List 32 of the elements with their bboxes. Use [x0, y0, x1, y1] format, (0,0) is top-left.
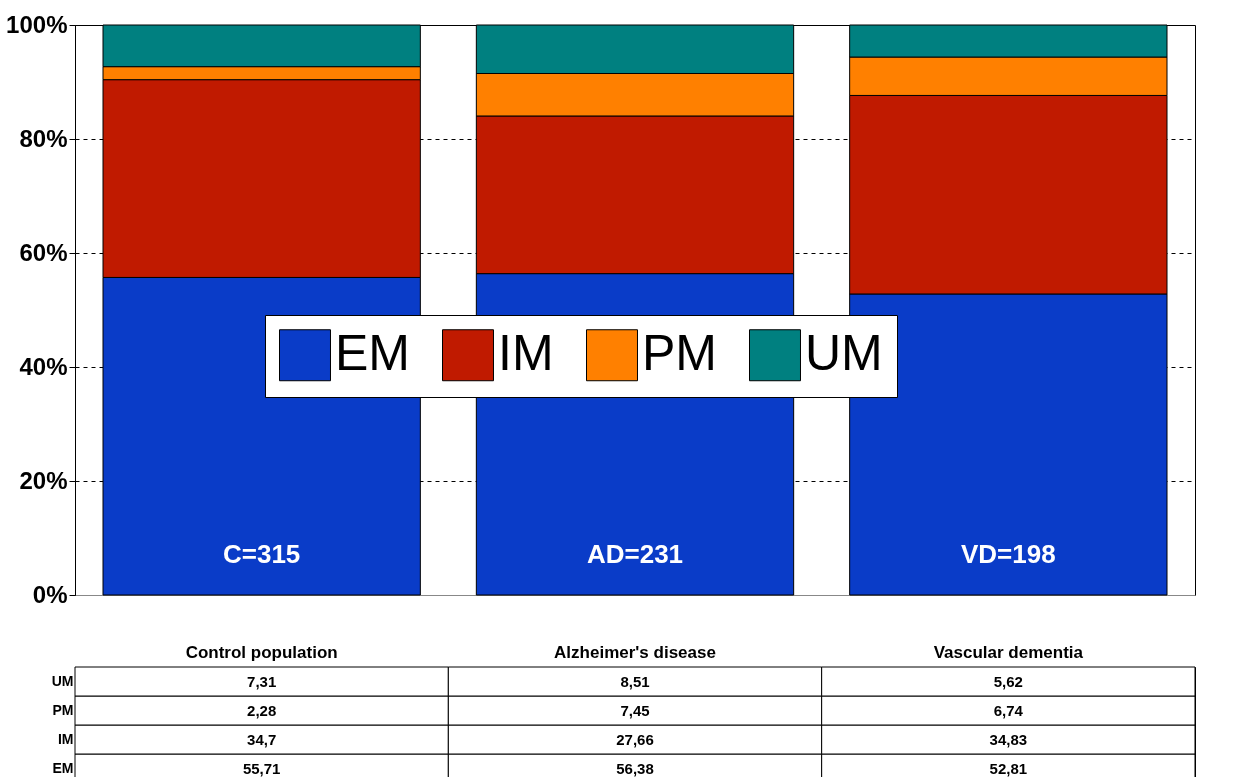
y-tick-label: 20% — [19, 466, 68, 494]
data-label: 2,28 — [247, 701, 277, 719]
data-label: 6,74 — [993, 701, 1024, 719]
legend-label: PM — [642, 325, 717, 382]
annotation: AD=231 — [586, 539, 684, 569]
data-label: 56,38 — [616, 759, 654, 777]
text: IM — [57, 730, 74, 747]
data-label: 7,31 — [247, 672, 277, 690]
data-label: 27,66 — [616, 730, 654, 748]
data-label: 7,45 — [620, 701, 650, 719]
text: EM — [52, 759, 74, 776]
annotation: C=315 — [222, 539, 301, 569]
y-tick-label: 80% — [19, 124, 68, 152]
legend-label: EM — [335, 325, 410, 382]
legend-label: IM — [498, 325, 554, 382]
y-tick-label: 0% — [32, 580, 68, 608]
y-tick-label: 60% — [19, 238, 68, 266]
annotation: VD=198 — [960, 539, 1056, 569]
data-label: 34,83 — [989, 730, 1028, 748]
legend-label: UM — [805, 325, 883, 382]
x-tick-label: Control population — [185, 642, 338, 662]
data-label: 52,81 — [989, 759, 1028, 777]
data-label: 8,51 — [620, 672, 650, 690]
text: PM — [52, 701, 74, 718]
x-tick-label: Vascular dementia — [933, 642, 1084, 662]
data-label: 55,71 — [242, 759, 281, 777]
x-tick-label: Alzheimer's disease — [554, 642, 716, 662]
text: UM — [51, 672, 74, 689]
y-tick-label: 100% — [6, 10, 68, 38]
data-label: 34,7 — [247, 730, 277, 748]
y-tick-label: 40% — [19, 352, 68, 380]
data-label: 5,62 — [993, 672, 1023, 690]
